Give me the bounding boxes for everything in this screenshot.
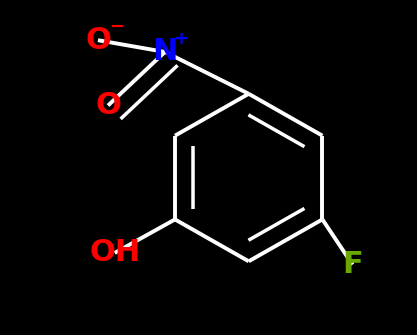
Text: F: F: [342, 250, 363, 279]
Text: −: −: [109, 18, 124, 36]
Text: N: N: [152, 38, 178, 66]
Text: O: O: [95, 91, 121, 120]
Text: O: O: [85, 26, 111, 55]
Text: OH: OH: [89, 239, 141, 267]
Text: +: +: [173, 30, 188, 48]
